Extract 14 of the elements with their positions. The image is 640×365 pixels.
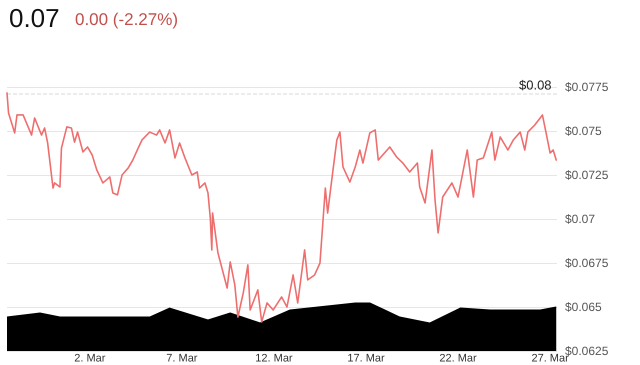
x-tick-label: 2. Mar xyxy=(74,352,106,364)
ref-line-label: $0.08 xyxy=(519,78,552,93)
y-tick-label: $0.0725 xyxy=(565,168,609,182)
chart-subtitle: 0.00 (-2.27%) xyxy=(75,10,178,29)
y-tick-label: $0.0775 xyxy=(565,80,609,94)
x-tick-label: 17. Mar xyxy=(347,352,385,364)
y-tick-label: $0.07 xyxy=(565,212,596,226)
y-tick-label: $0.0675 xyxy=(565,256,609,270)
x-tick-label: 22. Mar xyxy=(439,352,478,364)
x-tick-label: 7. Mar xyxy=(166,352,198,364)
y-tick-label: $0.065 xyxy=(565,300,602,314)
x-tick-label: 12. Mar xyxy=(255,352,293,364)
y-tick-label: $0.075 xyxy=(565,124,602,138)
chart-title: 0.07 xyxy=(9,3,60,33)
